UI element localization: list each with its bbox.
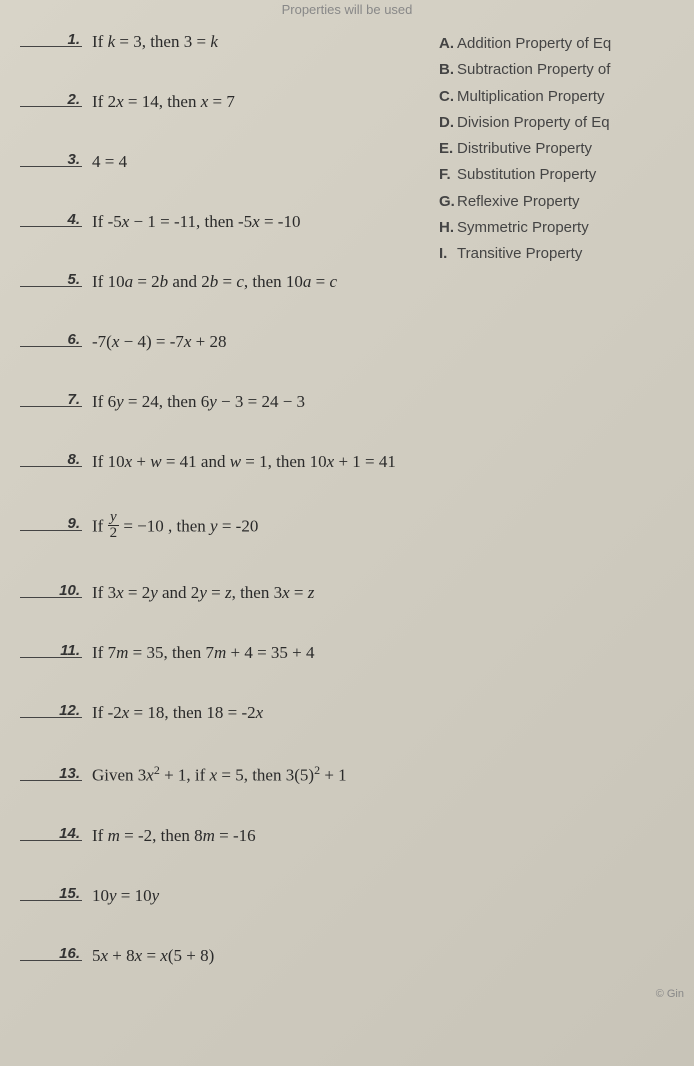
question-row: 7. If 6y = 24, then 6y − 3 = 24 − 3 [20,392,429,412]
answer-option: A.Addition Property of Eq [439,34,674,54]
question-row: 4. If -5x − 1 = -11, then -5x = -10 [20,212,429,232]
option-label: Subtraction Property of [457,61,610,78]
question-text: 5x + 8x = x(5 + 8) [86,946,214,966]
question-number: 1. [67,31,80,48]
question-text: If 6y = 24, then 6y − 3 = 24 − 3 [86,392,305,412]
option-letter: G. [439,192,457,212]
question-number: 6. [67,331,80,348]
option-label: Substitution Property [457,166,596,183]
question-text: If 2x = 14, then x = 7 [86,92,235,112]
answer-blank[interactable]: 10. [20,597,82,598]
answer-option: G.Reflexive Property [439,192,674,212]
question-text: If -5x − 1 = -11, then -5x = -10 [86,212,300,232]
question-row: 12. If -2x = 18, then 18 = -2x [20,703,429,723]
option-label: Distributive Property [457,140,592,157]
option-letter: C. [439,87,457,107]
question-text: 10y = 10y [86,886,159,906]
question-number: 5. [67,271,80,288]
question-text: If 10x + w = 41 and w = 1, then 10x + 1 … [86,452,396,472]
question-number: 10. [59,582,80,599]
question-number: 13. [59,765,80,782]
question-number: 14. [59,825,80,842]
question-text: 4 = 4 [86,152,127,172]
question-number: 3. [67,151,80,168]
question-number: 9. [67,515,80,532]
answer-blank[interactable]: 2. [20,106,82,107]
option-letter: I. [439,244,457,264]
question-text: If 7m = 35, then 7m + 4 = 35 + 4 [86,643,315,663]
option-label: Symmetric Property [457,219,589,236]
questions-column: 1. If k = 3, then 3 = k 2. If 2x = 14, then… [20,32,429,1006]
option-label: Transitive Property [457,245,582,262]
question-text: If k = 3, then 3 = k [86,32,218,52]
header-directions: Properties will be used [20,0,674,32]
answer-blank[interactable]: 12. [20,717,82,718]
answer-option: B.Subtraction Property of [439,60,674,80]
question-number: 4. [67,211,80,228]
answer-blank[interactable]: 15. [20,900,82,901]
question-row: 14. If m = -2, then 8m = -16 [20,826,429,846]
question-number: 11. [60,642,80,659]
answer-blank[interactable]: 7. [20,406,82,407]
option-letter: D. [439,113,457,133]
question-number: 12. [59,702,80,719]
content-row: 1. If k = 3, then 3 = k 2. If 2x = 14, then… [20,32,674,1006]
worksheet-page: Properties will be used 1. If k = 3, then… [0,0,694,1006]
question-row: 13. Given 3x2 + 1, if x = 5, then 3(5)2 +… [20,763,429,786]
question-text: If y2 = −10 , then y = -20 [86,512,258,543]
question-row: 2. If 2x = 14, then x = 7 [20,92,429,112]
answer-blank[interactable]: 4. [20,226,82,227]
answer-blank[interactable]: 1. [20,46,82,47]
answer-blank[interactable]: 16. [20,960,82,961]
option-label: Division Property of Eq [457,114,610,131]
question-row: 11. If 7m = 35, then 7m + 4 = 35 + 4 [20,643,429,663]
answer-blank[interactable]: 14. [20,840,82,841]
option-label: Reflexive Property [457,193,580,210]
option-letter: H. [439,218,457,238]
option-letter: A. [439,34,457,54]
question-number: 15. [59,885,80,902]
answer-option: E.Distributive Property [439,139,674,159]
answer-option: I.Transitive Property [439,244,674,264]
answer-blank[interactable]: 9. [20,530,82,531]
option-label: Multiplication Property [457,88,605,105]
question-number: 16. [59,945,80,962]
answer-option: C.Multiplication Property [439,87,674,107]
question-row: 9. If y2 = −10 , then y = -20 [20,512,429,543]
question-text: If 10a = 2b and 2b = c, then 10a = c [86,272,337,292]
answer-option: H.Symmetric Property [439,218,674,238]
answer-blank[interactable]: 8. [20,466,82,467]
question-text: -7(x − 4) = -7x + 28 [86,332,227,352]
question-row: 3. 4 = 4 [20,152,429,172]
option-letter: B. [439,60,457,80]
answer-blank[interactable]: 11. [20,657,82,658]
question-text: If -2x = 18, then 18 = -2x [86,703,263,723]
question-number: 2. [67,91,80,108]
copyright-footer: © Gin [656,988,684,1000]
answer-blank[interactable]: 6. [20,346,82,347]
question-row: 8. If 10x + w = 41 and w = 1, then 10x + … [20,452,429,472]
option-letter: E. [439,139,457,159]
question-row: 16. 5x + 8x = x(5 + 8) [20,946,429,966]
question-row: 1. If k = 3, then 3 = k [20,32,429,52]
answer-option: F.Substitution Property [439,165,674,185]
question-row: 15. 10y = 10y [20,886,429,906]
question-number: 7. [67,391,80,408]
option-letter: F. [439,165,457,185]
question-text: If m = -2, then 8m = -16 [86,826,256,846]
answer-key-column: A.Addition Property of EqB.Subtraction P… [429,32,674,270]
option-label: Addition Property of Eq [457,35,611,52]
question-text: If 3x = 2y and 2y = z, then 3x = z [86,583,314,603]
answer-blank[interactable]: 5. [20,286,82,287]
question-number: 8. [67,451,80,468]
answer-option: D.Division Property of Eq [439,113,674,133]
question-row: 5. If 10a = 2b and 2b = c, then 10a = c [20,272,429,292]
answer-blank[interactable]: 3. [20,166,82,167]
answer-blank[interactable]: 13. [20,780,82,781]
question-text: Given 3x2 + 1, if x = 5, then 3(5)2 + 1 [86,763,347,786]
question-row: 6. -7(x − 4) = -7x + 28 [20,332,429,352]
question-row: 10. If 3x = 2y and 2y = z, then 3x = z [20,583,429,603]
